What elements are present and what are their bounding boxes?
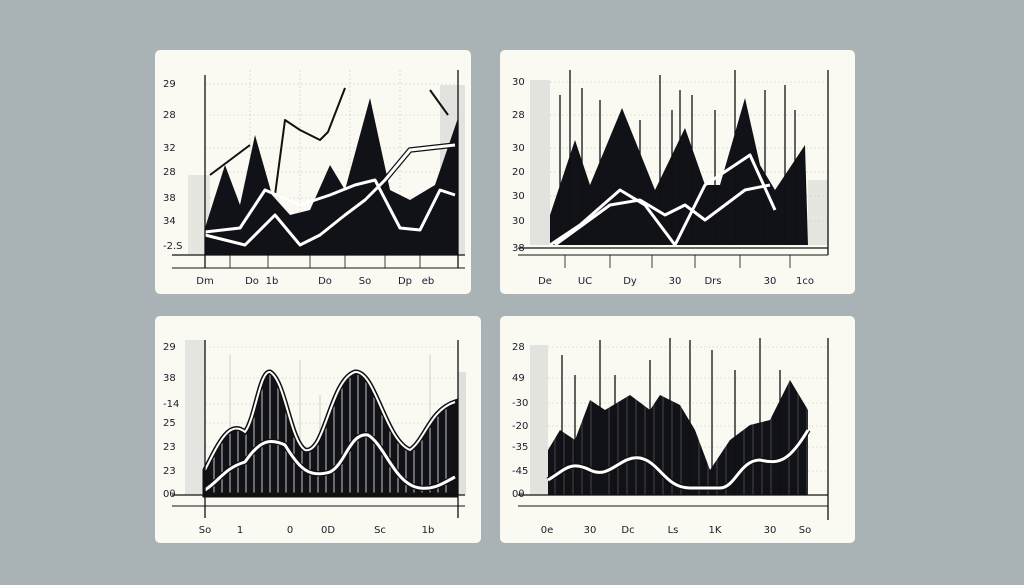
y-axis-label: 30 — [512, 216, 525, 227]
y-axis-label: 38 — [512, 243, 525, 254]
y-axis-label: 30 — [512, 77, 525, 88]
y-axis-label: 49 — [512, 373, 525, 384]
y-axis-label: 25 — [163, 418, 176, 429]
y-axis-label: 23 — [163, 466, 176, 477]
y-axis-label: 38 — [163, 193, 176, 204]
y-axis-label: -20 — [512, 421, 528, 432]
x-axis-label: 30 — [584, 525, 597, 536]
y-axis-label: 0θ — [512, 489, 524, 500]
y-axis-label: 28 — [163, 167, 176, 178]
x-axis-label: 1 — [237, 525, 243, 536]
y-axis-label: 23 — [163, 442, 176, 453]
y-axis-label: 30 — [512, 143, 525, 154]
x-axis-label: Dm — [196, 276, 213, 287]
x-axis-label: Dy — [623, 276, 637, 287]
x-axis-label: 30 — [669, 276, 682, 287]
x-axis-label: 1b — [266, 276, 279, 287]
x-axis-label: 1b — [422, 525, 435, 536]
x-axis-label: Do — [245, 276, 259, 287]
x-axis-label: De — [538, 276, 552, 287]
x-axis-label: 0D — [321, 525, 335, 536]
x-axis-label: Sc — [374, 525, 386, 536]
y-axis-label: 0θ — [163, 489, 175, 500]
y-axis-label: -2.S — [163, 241, 183, 252]
x-axis-label: So — [199, 525, 211, 536]
panel — [500, 316, 855, 543]
x-axis-label: 0 — [287, 525, 293, 536]
x-axis-label: Dp — [398, 276, 412, 287]
x-axis-label: 1K — [709, 525, 722, 536]
y-axis-label: 30 — [512, 191, 525, 202]
y-axis-label: 28 — [512, 342, 525, 353]
x-axis-label: So — [799, 525, 811, 536]
y-axis-label: 32 — [163, 143, 176, 154]
x-axis-label: 1co — [796, 276, 814, 287]
y-axis-label: 29 — [163, 342, 176, 353]
x-axis-label: 30 — [764, 276, 777, 287]
x-axis-label: eb — [422, 276, 435, 287]
y-axis-label: 34 — [163, 216, 176, 227]
panel — [155, 316, 481, 543]
y-axis-label: 20 — [512, 167, 525, 178]
x-axis-label: 30 — [764, 525, 777, 536]
y-axis-label: -35 — [512, 442, 528, 453]
x-axis-label: Drs — [704, 276, 721, 287]
y-axis-label: -30 — [512, 398, 528, 409]
y-axis-label: 28 — [163, 110, 176, 121]
x-axis-label: 0e — [541, 525, 554, 536]
x-axis-label: UC — [578, 276, 592, 287]
y-axis-label: 29 — [163, 79, 176, 90]
x-axis-label: Ls — [668, 525, 679, 536]
y-axis-label: -14 — [163, 399, 179, 410]
y-axis-label: 38 — [163, 373, 176, 384]
panel — [500, 50, 855, 294]
x-axis-label: Do — [318, 276, 332, 287]
y-axis-label: -45 — [512, 466, 528, 477]
panel — [155, 50, 471, 294]
x-axis-label: So — [359, 276, 371, 287]
y-axis-label: 28 — [512, 110, 525, 121]
x-axis-label: Dc — [621, 525, 634, 536]
